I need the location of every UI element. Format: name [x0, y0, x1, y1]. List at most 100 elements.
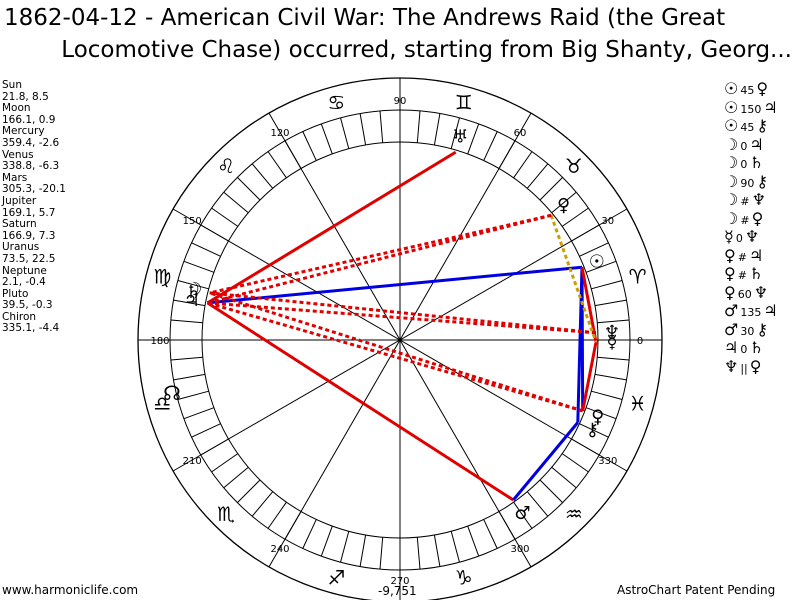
planet-glyphs: ☉☽☿♀♂♃♄♅♆♀⚷ — [184, 127, 620, 524]
position-name: Sun — [2, 79, 22, 91]
degree-tick — [211, 207, 239, 227]
position-name: Jupiter — [2, 194, 37, 207]
aspect-line — [580, 267, 585, 411]
aspect-row: ♆ || ♀ — [724, 357, 800, 377]
degree-tick — [177, 280, 209, 290]
degree-label: 60 — [514, 128, 527, 139]
aspect-row: ☽ 90 ⚷ — [724, 171, 800, 192]
zodiac-sign-glyph: ♋ — [327, 90, 345, 114]
degree-tick — [539, 177, 563, 201]
aspect-planet-glyph: ☉ — [724, 79, 739, 98]
aspect-planet-glyph: ♀ — [724, 245, 736, 265]
degree-tick — [237, 177, 261, 201]
degree-tick — [467, 525, 480, 557]
aspect-angle: 0 — [735, 232, 743, 245]
aspect-planet-glyph: ♀ — [756, 79, 769, 98]
title-line-1: 1862-04-12 - American Civil War: The And… — [4, 5, 726, 31]
aspect-angle: 45 — [740, 84, 755, 97]
aspect-planet-glyph: ♂ — [724, 319, 739, 339]
aspect-lines — [206, 150, 598, 502]
degree-labels: 0 30 60 90 120 150 180 210 240 270 300 330 — [150, 96, 643, 587]
degree-tick — [379, 537, 384, 570]
position-value: 166.1, 0.9 — [2, 113, 56, 126]
zodiac-sign-glyph: ♍ — [153, 264, 171, 288]
aspect-planet-glyph: ⚷ — [756, 171, 769, 191]
degree-tick — [267, 501, 287, 529]
degree-tick — [433, 534, 441, 567]
degree-tick — [483, 519, 498, 549]
aspect-planet-glyph: ☉ — [724, 97, 739, 117]
aspect-planet-glyph: ⚷ — [756, 319, 769, 339]
aspect-line — [207, 213, 552, 305]
aspect-angle: 0 — [740, 158, 748, 171]
degree-tick — [551, 191, 577, 214]
aspect-line — [512, 421, 579, 501]
aspect-angle: # — [740, 195, 750, 208]
degree-tick — [585, 260, 617, 273]
aspect-line — [580, 266, 598, 343]
patent-note: AstroChart Patent Pending — [617, 583, 776, 597]
zodiac-sign-glyph: ♌ — [217, 154, 235, 178]
aspect-planet-glyph: ♂ — [724, 301, 739, 320]
aspect-row: ♂ 135 ♃ — [724, 302, 800, 321]
degree-tick — [513, 151, 533, 179]
degree-tick — [320, 525, 333, 557]
position-value: 73.5, 22.5 — [2, 252, 56, 265]
zodiac-sign-glyph: ♐ — [327, 566, 345, 590]
position-value: 335.1, -4.4 — [2, 322, 60, 335]
aspect-planet-glyph: ♃ — [749, 134, 764, 154]
zodiac-sign-glyph: ♎ — [153, 392, 171, 416]
aspect-planet-glyph: ⚷ — [756, 116, 769, 135]
aspect-row: ☽ 0 ♄ — [724, 154, 800, 173]
degree-tick — [379, 110, 384, 143]
position-value: 169.1, 5.7 — [2, 206, 56, 219]
aspect-row: ♂ 30 ⚷ — [724, 319, 800, 340]
aspect-line — [207, 265, 583, 305]
planet-positions-list: Sun 21.8, 8.5 Moon 166.1, 0.9 Mercury 359.4, … — [2, 79, 142, 335]
aspect-line — [206, 150, 457, 305]
zodiac-sign-glyph: ♉ — [565, 154, 583, 178]
degree-tick — [483, 131, 498, 161]
degree-tick — [320, 123, 333, 155]
zodiac-sign-glyph: ♈ — [629, 264, 647, 288]
aspect-planet-glyph: ☽ — [724, 134, 739, 154]
planet-glyph: ♃ — [184, 290, 200, 311]
degree-tick — [170, 356, 203, 361]
website-link[interactable]: www.harmoniclife.com — [2, 583, 139, 597]
degree-tick — [251, 491, 274, 517]
aspect-planet-glyph: ☽ — [724, 171, 739, 191]
degree-tick — [561, 453, 589, 473]
aspect-row: ♀ # ♃ — [724, 245, 800, 266]
aspect-angle: # — [740, 213, 750, 227]
aspect-row: ☉ 45 ⚷ — [724, 117, 800, 136]
zodiac-sign-glyphs: ♈ ♉ ♊ ♋ ♌ ♍ ♎ ♏ ♐ ♑ ♒ ♓ — [153, 90, 646, 589]
degree-tick — [597, 319, 630, 324]
chart-title: 1862-04-12 - American Civil War: The And… — [0, 2, 800, 68]
aspect-list: ☉ 45 ♀ ☉ 150 ♃ ☉ 45 ⚷ ☽ 0 ♃ ☽ 0 ♄ ☽ 90 ⚷ ☽ # ♆ ☽ # ♀ ☿ 0 ♆ ♀ # ♃ ♀ # ♄ ♀ 6… — [724, 80, 800, 376]
aspect-angle: 45 — [740, 121, 755, 134]
aspect-planet-glyph: ♃ — [763, 97, 778, 117]
aspect-angle: 60 — [737, 287, 752, 301]
degree-tick — [191, 242, 221, 257]
degree-tick — [173, 299, 206, 307]
aspect-planet-glyph: ♄ — [749, 338, 764, 357]
planet-glyph: ♀ — [557, 195, 570, 216]
degree-label: 90 — [394, 96, 407, 107]
degree-tick — [579, 423, 609, 438]
zodiac-sign-glyph: ♒ — [565, 502, 583, 526]
title-line-2: Locomotive Chase) occurred, starting fro… — [61, 37, 792, 63]
degree-tick — [340, 117, 350, 149]
aspect-row: ♃ 0 ♄ — [724, 339, 800, 358]
degree-tick — [594, 299, 627, 307]
degree-tick — [416, 537, 421, 570]
sign-spokes — [172, 112, 628, 568]
position-value: 166.9, 7.3 — [2, 229, 56, 242]
aspect-planet-glyph: ♃ — [724, 338, 739, 357]
aspect-row: ☉ 150 ♃ — [724, 97, 800, 118]
degree-tick — [597, 356, 630, 361]
degree-label: 30 — [601, 216, 614, 227]
aspect-angle: 30 — [740, 324, 755, 338]
cusp-spoke — [172, 208, 628, 472]
aspect-line — [549, 214, 598, 343]
degree-tick — [223, 191, 249, 214]
